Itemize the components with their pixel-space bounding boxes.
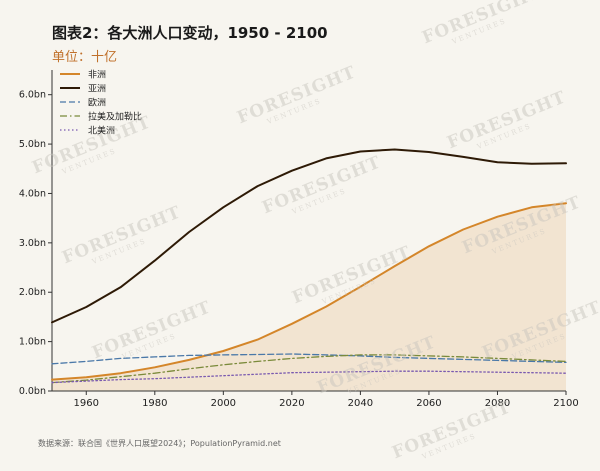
y-tick-label: 1.0bn [19,337,46,348]
legend-label-4: 北美洲 [88,125,115,137]
x-tick-label: 2020 [279,398,304,409]
chart-unit: 单位：十亿 [52,50,118,65]
legend-label-3: 拉美及加勒比 [88,111,142,123]
x-tick-label: 2000 [211,398,236,409]
x-tick-label: 1960 [74,398,99,409]
y-tick-label: 3.0bn [19,238,46,249]
series-line-0 [51,202,567,381]
x-tick-label: 2040 [348,398,373,409]
legend-label-2: 欧洲 [88,97,106,109]
y-tick-label: 5.0bn [19,139,46,150]
y-tick-label: 0.0bn [19,386,46,397]
series-line-2 [51,353,567,365]
x-tick-label: 2100 [553,398,578,409]
series-line-3 [51,354,567,384]
x-tick-label: 2060 [416,398,441,409]
legend-label-1: 亚洲 [88,84,106,95]
series-line-4 [51,370,567,384]
y-tick-label: 4.0bn [19,188,46,199]
y-tick-label: 2.0bn [19,287,46,298]
series-line-1 [51,148,567,324]
series-area-0 [52,203,566,391]
data-source: 数据来源：联合国《世界人口展望2024》；PopulationPyramid.n… [38,439,281,448]
y-tick-label: 6.0bn [19,90,46,101]
x-tick-label: 1980 [142,398,167,409]
chart-title: 图表2：各大洲人口变动，1950 - 2100 [52,24,328,42]
legend-label-0: 非洲 [88,69,106,81]
x-tick-label: 2080 [485,398,510,409]
